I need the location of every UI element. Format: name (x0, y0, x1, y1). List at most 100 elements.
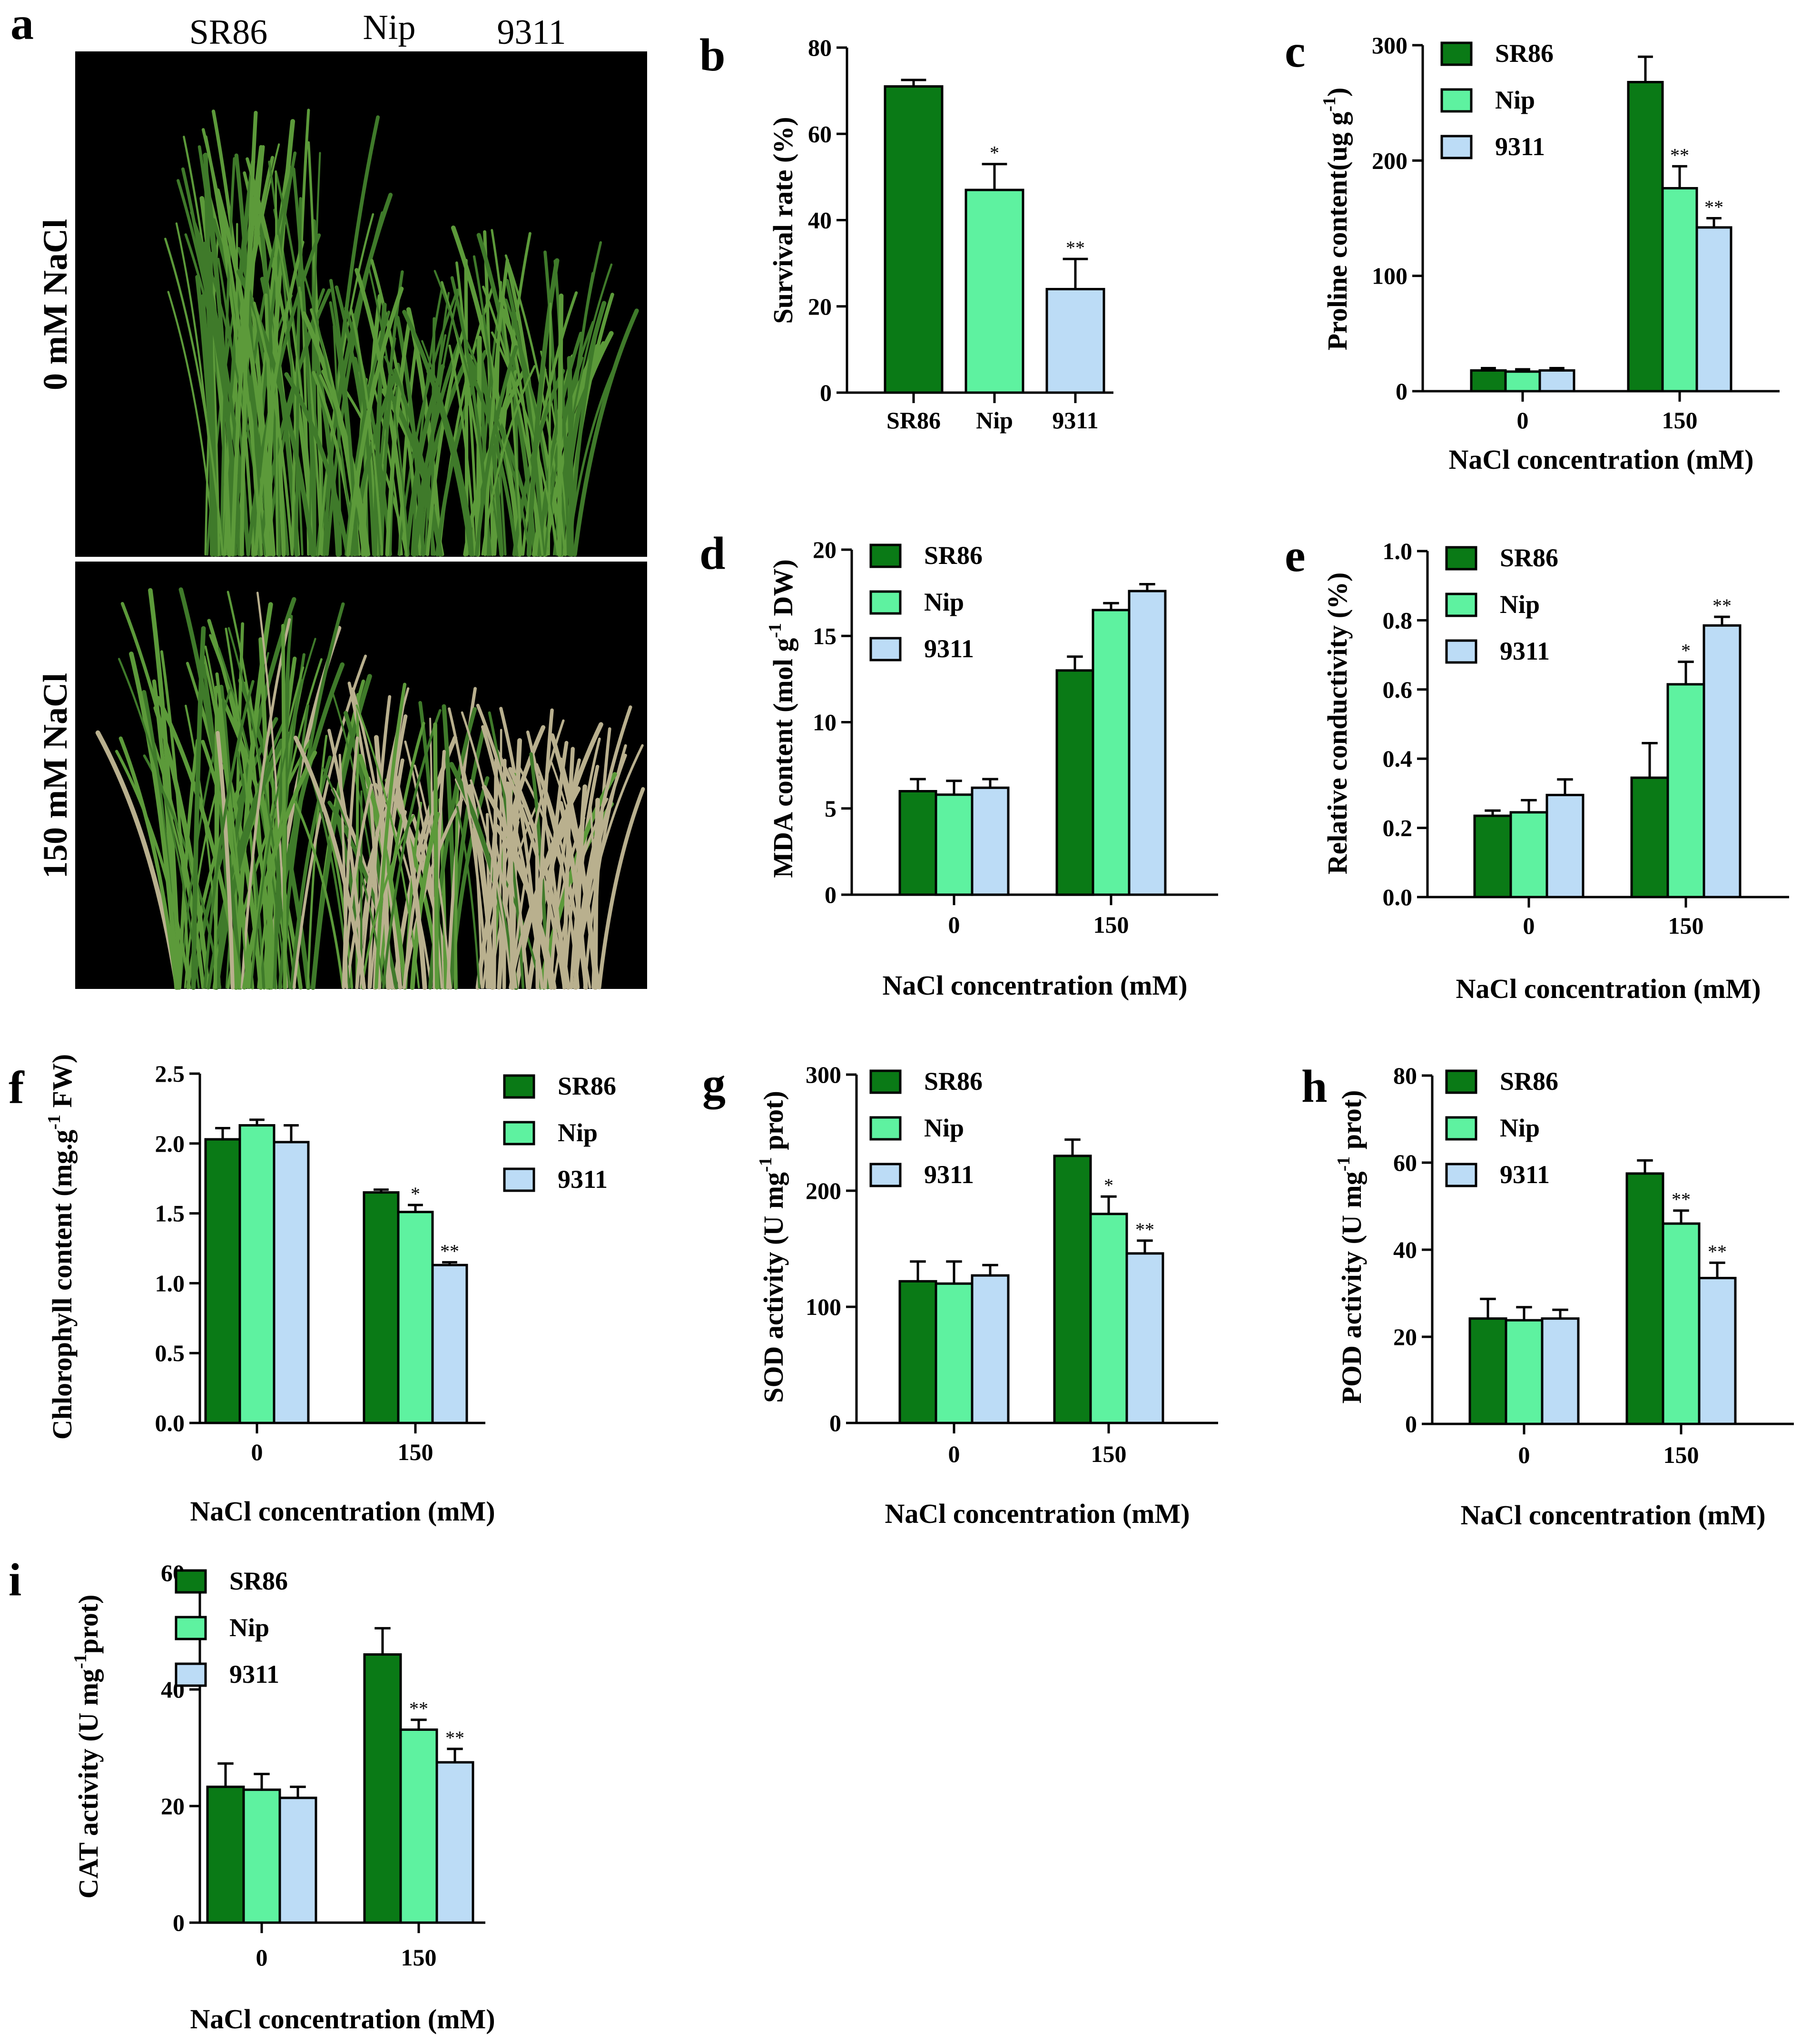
legend-label-nip: Nip (1500, 590, 1540, 619)
legend-swatch-sr86 (869, 1069, 902, 1094)
legend-swatch-nip (503, 1121, 535, 1145)
plant-leaf (191, 626, 206, 990)
x-tick-label: 0 (1523, 912, 1535, 939)
plant-leaf (448, 707, 489, 989)
plant-leaf (160, 650, 190, 989)
plant-leaf (483, 258, 509, 556)
plant-leaf (358, 754, 407, 990)
legend-swatch-sr86 (869, 543, 902, 568)
bar-9311-0 (971, 786, 1010, 896)
legend-label-nip: Nip (229, 1613, 269, 1642)
x-axis-title: NaCl concentration (mM) (190, 2004, 495, 2034)
plant-leaf (115, 750, 191, 989)
legend-label-sr86: SR86 (558, 1072, 616, 1100)
x-tick-label: 9311 (1052, 407, 1098, 434)
panel-letter-f: f (9, 1062, 25, 1114)
bar-sr86-0 (1473, 814, 1512, 899)
plant-leaf (216, 731, 235, 990)
plant-leaf (558, 801, 588, 990)
legend-label-nip: Nip (924, 588, 964, 616)
plant-leaf (548, 302, 552, 556)
plant-leaf (461, 766, 495, 989)
y-tick-label: 300 (1372, 32, 1407, 59)
x-tick-label: 150 (398, 1439, 433, 1465)
plant-leaf (485, 813, 491, 989)
bar-survival-rate-SR86 (884, 85, 944, 394)
legend-swatch-nip (1440, 88, 1473, 113)
legend-swatch-sr86 (503, 1074, 535, 1099)
y-tick-label: 2.5 (155, 1060, 185, 1087)
plant-leaf (526, 258, 560, 557)
bar-nip-150 (1666, 683, 1705, 899)
plant-leaf (562, 747, 575, 990)
y-tick-label: 0 (825, 881, 837, 908)
significance-mark: ** (445, 1727, 464, 1748)
bar-sr86-150 (1053, 1155, 1092, 1424)
panel-letter-a: a (10, 0, 34, 49)
significance-mark: * (990, 142, 999, 164)
bar-sr86-150 (1625, 1172, 1664, 1425)
x-axis-title: NaCl concentration (mM) (1456, 973, 1761, 1004)
x-axis-title: NaCl concentration (mM) (190, 1496, 495, 1527)
y-tick-label: 2.0 (155, 1130, 185, 1157)
photo-top-plants (164, 109, 639, 557)
legend-label-9311: 9311 (1500, 637, 1550, 665)
y-axis-title: Survival rate (%) (768, 117, 798, 324)
plant-leaf (345, 792, 394, 989)
panel-letter-g: g (702, 1058, 726, 1110)
y-tick-label: 0 (1405, 1411, 1417, 1437)
y-tick-label: 60 (808, 120, 832, 147)
plant-leaf (382, 709, 442, 989)
bar-sr86-0 (1470, 369, 1507, 393)
plant-leaf (215, 188, 276, 557)
bar-9311-0 (1541, 1317, 1580, 1425)
plant-leaf (250, 296, 270, 556)
x-tick-label: 0 (1517, 407, 1529, 434)
plant-leaf (398, 345, 418, 556)
x-tick-label: 150 (1662, 407, 1698, 434)
bar-nip-150 (1662, 1222, 1701, 1425)
y-tick-label: 80 (808, 34, 832, 61)
bar-9311-150 (1695, 226, 1732, 393)
y-tick-label: 0 (1396, 378, 1407, 405)
bar-9311-150 (1703, 624, 1742, 899)
plant-leaf (250, 638, 316, 989)
significance-mark: * (1104, 1175, 1113, 1196)
plant-leaf (390, 763, 427, 990)
significance-mark: ** (440, 1240, 459, 1262)
plant-leaf (164, 237, 224, 556)
chart-c: c ** ** 0 100 200 300 0 150 Proline content(ug g-… (1285, 26, 1780, 475)
plant-leaf (535, 708, 554, 989)
x-tick-label: 0 (256, 1944, 268, 1971)
y-axis-title: SOD activity (U mg-1 prot) (756, 1091, 789, 1403)
bar-nip-0 (238, 1124, 276, 1424)
y-axis-title: POD activity (U mg-1 prot) (1334, 1090, 1367, 1404)
legend-label-sr86: SR86 (924, 541, 983, 570)
y-axis-title: Proline content(ug g-1) (1319, 88, 1353, 351)
plant-leaf (374, 337, 396, 556)
legend-swatch-nip (869, 590, 902, 615)
chart-d: d 0 5 10 15 20 0 150 MDA content (mol g-1 DW) NaC… (699, 528, 1218, 1001)
plant-leaf (412, 353, 471, 557)
legend-swatch-nip (869, 1116, 902, 1141)
x-tick-label: 150 (1091, 1441, 1127, 1467)
bar-nip-150 (397, 1211, 434, 1424)
bar-9311-0 (1545, 794, 1584, 899)
plant-leaf (118, 736, 178, 989)
legend-label-9311: 9311 (229, 1660, 279, 1689)
y-tick-label: 0 (829, 1410, 841, 1436)
plant-leaf (537, 332, 583, 556)
x-axis-title: NaCl concentration (mM) (885, 1498, 1190, 1529)
x-tick-label: 150 (1668, 912, 1704, 939)
plant-leaf (293, 735, 366, 990)
y-tick-label: 0.0 (1383, 884, 1413, 910)
y-tick-label: 0.6 (1383, 676, 1413, 703)
plant-leaf (284, 372, 350, 557)
plant-leaf (451, 225, 522, 557)
plant-leaf (433, 722, 439, 990)
plant-leaf (118, 658, 200, 989)
plant-leaf (563, 737, 601, 989)
plant-leaf (344, 306, 392, 556)
legend-label-9311: 9311 (924, 1160, 974, 1189)
